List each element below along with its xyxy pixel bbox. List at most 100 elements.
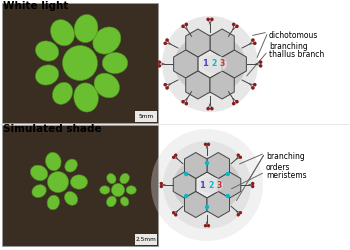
Circle shape xyxy=(172,211,175,214)
Ellipse shape xyxy=(201,55,227,73)
Circle shape xyxy=(163,42,167,45)
Circle shape xyxy=(226,172,230,176)
Text: 5mm: 5mm xyxy=(138,114,154,119)
Text: 3: 3 xyxy=(216,180,222,190)
Circle shape xyxy=(232,102,236,106)
Circle shape xyxy=(63,46,98,80)
Circle shape xyxy=(174,154,177,157)
Ellipse shape xyxy=(106,196,116,207)
Text: Simulated shade: Simulated shade xyxy=(3,124,102,134)
Polygon shape xyxy=(218,172,241,198)
Ellipse shape xyxy=(50,20,75,46)
Ellipse shape xyxy=(93,27,121,54)
Circle shape xyxy=(259,60,262,64)
Text: 2: 2 xyxy=(208,180,214,190)
Ellipse shape xyxy=(70,175,88,189)
Text: 3: 3 xyxy=(219,60,225,68)
Ellipse shape xyxy=(30,165,48,180)
Text: branching
orders: branching orders xyxy=(266,152,305,172)
Circle shape xyxy=(111,184,125,196)
Ellipse shape xyxy=(100,186,110,194)
Circle shape xyxy=(237,154,240,157)
Text: 2: 2 xyxy=(211,60,217,68)
Circle shape xyxy=(174,213,177,216)
Circle shape xyxy=(210,18,214,21)
Polygon shape xyxy=(173,172,196,198)
Text: 1: 1 xyxy=(202,60,208,68)
Circle shape xyxy=(251,38,255,42)
Ellipse shape xyxy=(65,159,77,172)
Circle shape xyxy=(232,22,236,26)
Ellipse shape xyxy=(74,14,98,42)
Circle shape xyxy=(239,156,242,159)
Text: dichotomous
branching: dichotomous branching xyxy=(269,31,319,51)
Circle shape xyxy=(184,102,188,106)
Polygon shape xyxy=(186,71,210,99)
Circle shape xyxy=(207,142,210,146)
Circle shape xyxy=(239,211,242,214)
Polygon shape xyxy=(210,29,234,57)
Circle shape xyxy=(165,86,169,90)
Circle shape xyxy=(172,156,175,159)
Circle shape xyxy=(204,142,207,146)
Circle shape xyxy=(259,64,262,68)
Polygon shape xyxy=(174,50,198,78)
Ellipse shape xyxy=(35,41,59,61)
Circle shape xyxy=(184,194,188,198)
Ellipse shape xyxy=(102,52,128,74)
Circle shape xyxy=(162,16,258,112)
Text: 2.5mm: 2.5mm xyxy=(135,237,156,242)
Text: meristems: meristems xyxy=(266,171,307,180)
Text: White light: White light xyxy=(3,1,68,11)
Circle shape xyxy=(158,64,161,68)
Ellipse shape xyxy=(174,34,246,94)
Circle shape xyxy=(251,86,255,90)
Ellipse shape xyxy=(64,192,78,205)
Ellipse shape xyxy=(94,73,119,98)
Circle shape xyxy=(207,224,210,228)
Circle shape xyxy=(237,213,240,216)
Polygon shape xyxy=(207,192,230,218)
Circle shape xyxy=(160,185,163,188)
Ellipse shape xyxy=(120,197,129,206)
Circle shape xyxy=(204,224,207,228)
Polygon shape xyxy=(222,50,246,78)
Bar xyxy=(135,111,157,122)
Circle shape xyxy=(151,129,263,241)
Polygon shape xyxy=(184,192,207,218)
Circle shape xyxy=(160,182,163,185)
Circle shape xyxy=(205,161,209,165)
Ellipse shape xyxy=(52,82,72,104)
Ellipse shape xyxy=(199,177,223,193)
Polygon shape xyxy=(207,152,230,178)
Ellipse shape xyxy=(35,65,59,85)
Polygon shape xyxy=(184,152,207,178)
Circle shape xyxy=(163,141,251,229)
Ellipse shape xyxy=(107,174,116,184)
Circle shape xyxy=(205,205,209,209)
Circle shape xyxy=(181,100,185,103)
Text: 1: 1 xyxy=(199,180,205,190)
Ellipse shape xyxy=(46,152,61,171)
Circle shape xyxy=(206,107,210,110)
Ellipse shape xyxy=(47,195,60,210)
Bar xyxy=(2,125,158,246)
Circle shape xyxy=(235,100,239,103)
Circle shape xyxy=(184,172,188,176)
Circle shape xyxy=(165,38,169,42)
Ellipse shape xyxy=(120,173,130,184)
Polygon shape xyxy=(196,172,218,198)
Ellipse shape xyxy=(126,186,136,194)
Circle shape xyxy=(226,194,230,198)
Circle shape xyxy=(253,83,257,86)
Circle shape xyxy=(158,60,161,64)
Circle shape xyxy=(184,22,188,26)
Circle shape xyxy=(206,18,210,21)
Polygon shape xyxy=(210,71,234,99)
Ellipse shape xyxy=(173,157,241,213)
Circle shape xyxy=(253,42,257,45)
Circle shape xyxy=(251,185,254,188)
Circle shape xyxy=(48,172,69,192)
Circle shape xyxy=(163,83,167,86)
Text: thallus branch: thallus branch xyxy=(269,50,324,59)
